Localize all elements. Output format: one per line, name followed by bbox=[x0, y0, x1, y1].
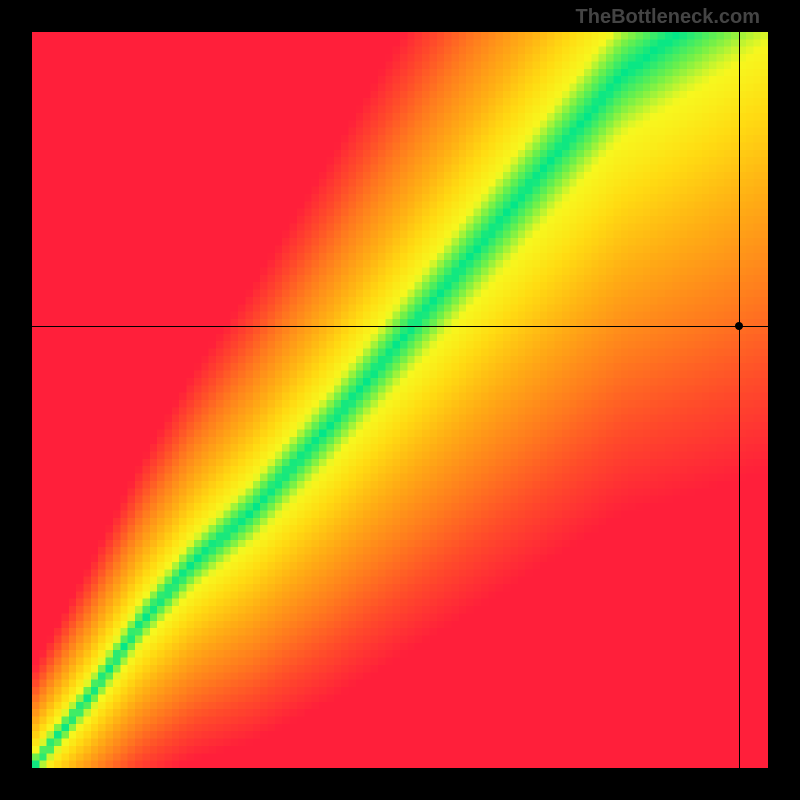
heatmap-plot bbox=[32, 32, 768, 768]
watermark-text: TheBottleneck.com bbox=[576, 6, 760, 29]
heatmap-canvas bbox=[32, 32, 768, 768]
crosshair-horizontal bbox=[32, 326, 768, 327]
crosshair-vertical bbox=[739, 32, 740, 768]
marker-point bbox=[735, 322, 743, 330]
